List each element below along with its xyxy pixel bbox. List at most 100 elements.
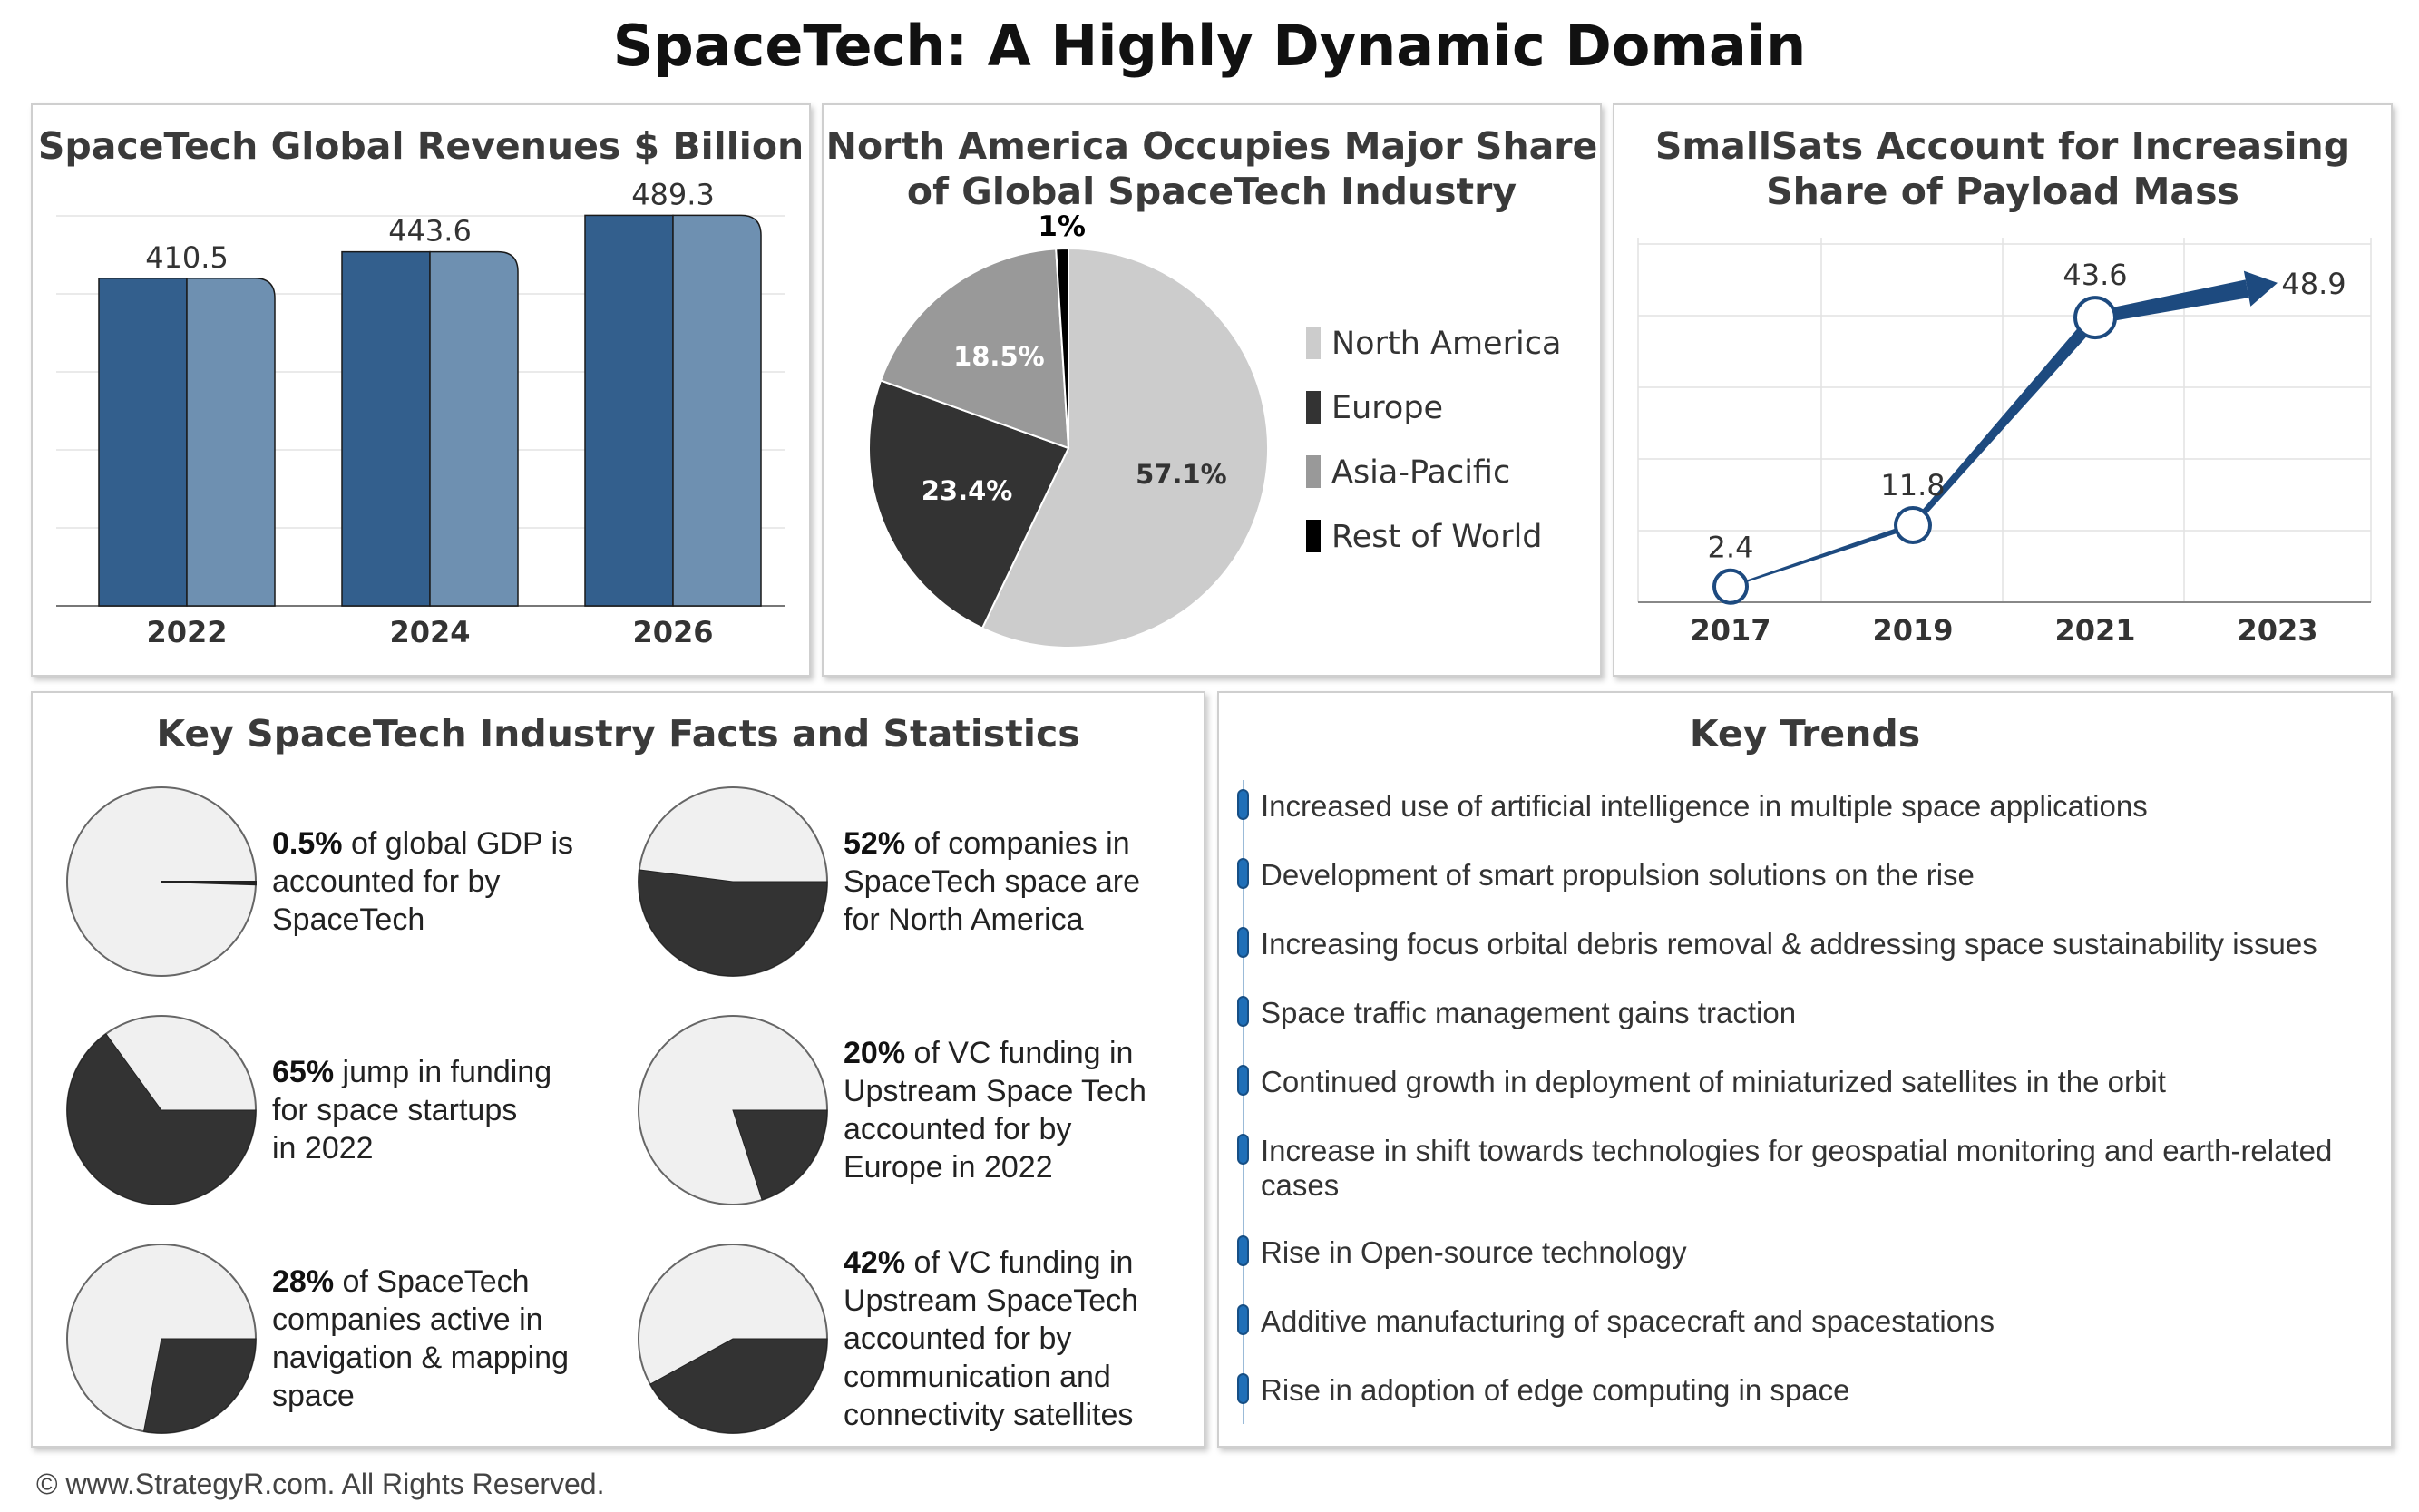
pie-value-label: 23.4% [922,475,1013,506]
trend-text: Additive manufacturing of spacecraft and… [1261,1304,1995,1338]
fact-text-line: Europe in 2022 [844,1150,1053,1185]
trend-text: Increase in shift towards technologies f… [1261,1134,2333,1202]
fact-stat-desc: of VC funding in [905,1036,1134,1070]
fact-stat-value: 42% [844,1245,906,1280]
revenue-bar [98,278,188,607]
fact-stat-desc: jump in funding [334,1055,552,1089]
fact-text-line: 52% of companies in [844,824,1140,863]
revenue-value-label: 489.3 [631,177,715,211]
trend-bullet-icon [1237,996,1249,1027]
fact-text-line: 0.5% of global GDP is [272,824,573,863]
pie-slice [879,248,1070,450]
revenue-chart-title: SpaceTech Global Revenues $ Billion [37,124,805,168]
fact-stat-value: 65% [272,1055,335,1089]
trends-timeline-line [1243,780,1244,1424]
trend-text: Increased use of artificial intelligence… [1261,789,2148,823]
fact-text-line: SpaceTech [272,902,425,937]
fact-stat-desc: of SpaceTech [334,1264,530,1299]
fact-text-line: connectivity satellites [844,1398,1134,1432]
region-share-title: North America Occupies Major Share of Gl… [824,123,1600,214]
trend-text: Rise in Open-source technology [1261,1235,1687,1269]
payload-mass-title-line1: SmallSats Account for Increasing [1654,124,2351,168]
region-share-title-line1: North America Occupies Major Share [825,124,1598,168]
fact-text: 52% of companies in SpaceTech space are fo… [844,824,1140,939]
line-segment [1910,313,2101,528]
trend-text: Space traffic management gains traction [1261,996,1797,1029]
trend-text: Continued growth in deployment of miniat… [1261,1065,2166,1098]
fact-text-line: companies active in [272,1302,543,1337]
revenue-year-label: 2024 [389,615,470,649]
revenue-bar-chart: 410.5 2022 443.6 2024 489.3 2026 [56,177,785,649]
legend-swatch [1306,455,1321,488]
fact-stat-value: 0.5% [272,826,343,861]
fact-text: 0.5% of global GDP is accounted for by Spa… [272,824,573,939]
trends-title: Key Trends [1689,712,1921,756]
facts-panel: Key SpaceTech Industry Facts and Statist… [31,691,1205,1448]
revenue-value-label: 410.5 [145,240,229,275]
fact-text-line: 65% jump in funding [272,1053,551,1091]
fact-text-line: space [272,1379,355,1413]
fact-stat-value: 20% [844,1036,906,1070]
fact-text-line: accounted for by [272,864,501,899]
fact-text-line: accounted for by [844,1322,1072,1356]
legend-label: Rest of World [1331,519,1543,555]
legend-swatch [1306,327,1321,359]
fact-text-line: communication and [844,1360,1111,1394]
fact-stat-desc: of global GDP is [342,826,574,861]
fact-pie-slice [66,1033,257,1205]
region-pie-chart: 57.1% 23.4% 18.5% 1% North America Europe Asia… [868,210,1561,649]
revenue-year-label: 2026 [632,615,713,649]
trend-bullet-icon [1237,858,1249,889]
fact-stat-value: 28% [272,1264,335,1299]
fact-stat-value: 52% [844,826,906,861]
trend-bullet-icon [1237,927,1249,958]
fact-text: 65% jump in funding for space startups in … [272,1053,551,1167]
revenue-value-label: 443.6 [388,214,472,249]
revenue-bar [341,250,431,607]
fact-text-line: Upstream Space Tech [844,1074,1146,1108]
trend-text: Increasing focus orbital debris removal … [1261,927,2317,961]
fact-pie-slice [161,881,258,886]
fact-text-line: SpaceTech space are [844,864,1140,899]
line-value-label: 2.4 [1708,531,1754,565]
fact-text-line: 20% of VC funding in [844,1034,1146,1072]
fact-pie-icon [638,1015,828,1205]
facts-title: Key SpaceTech Industry Facts and Statist… [156,712,1080,756]
revenue-year-label: 2022 [146,615,227,649]
line-segment [2093,279,2249,324]
pie-slice [1055,247,1069,449]
fact-pie-slice [649,1338,828,1434]
fact-text-line: 42% of VC funding in [844,1244,1138,1282]
line-point-marker [2073,296,2117,340]
line-value-label: 43.6 [2063,258,2127,292]
pie-slice [868,379,1070,629]
fact-text: 42% of VC funding in Upstream SpaceTech ac… [844,1244,1138,1434]
fact-pie-icon [638,1244,828,1434]
fact-pie-slice [142,1338,257,1434]
revenue-bar-highlight [186,278,276,607]
fact-text-line: navigation & mapping [272,1341,570,1375]
line-year-label: 2017 [1690,613,1770,648]
fact-text-line: in 2022 [272,1131,374,1166]
payload-mass-title-line2: Share of Payload Mass [1766,170,2239,213]
trend-bullet-icon [1237,789,1249,820]
line-value-label: 48.9 [2281,267,2346,301]
trends-panel: Key Trends Increased use of artificial i… [1217,691,2393,1448]
region-share-title-line2: of Global SpaceTech Industry [906,170,1517,213]
trend-bullet-icon [1237,1304,1249,1335]
fact-pie-slice [732,1109,828,1201]
pie-value-label: 1% [1038,210,1086,243]
fact-text-line: for North America [844,902,1084,937]
pie-value-label: 57.1% [1136,459,1227,490]
fact-stat-desc: of companies in [905,826,1130,861]
line-year-label: 2019 [1872,613,1953,648]
trend-bullet-icon [1237,1373,1249,1404]
line-point-marker [1894,506,1932,545]
fact-pie-icon [66,1015,257,1205]
trend-bullet-icon [1237,1065,1249,1096]
legend-swatch [1306,391,1321,424]
line-segment [1730,522,1914,588]
legend-label: Europe [1331,390,1443,426]
revenue-chart-panel: SpaceTech Global Revenues $ Billion 410.… [31,103,811,677]
trend-text: Rise in adoption of edge computing in sp… [1261,1373,1850,1407]
